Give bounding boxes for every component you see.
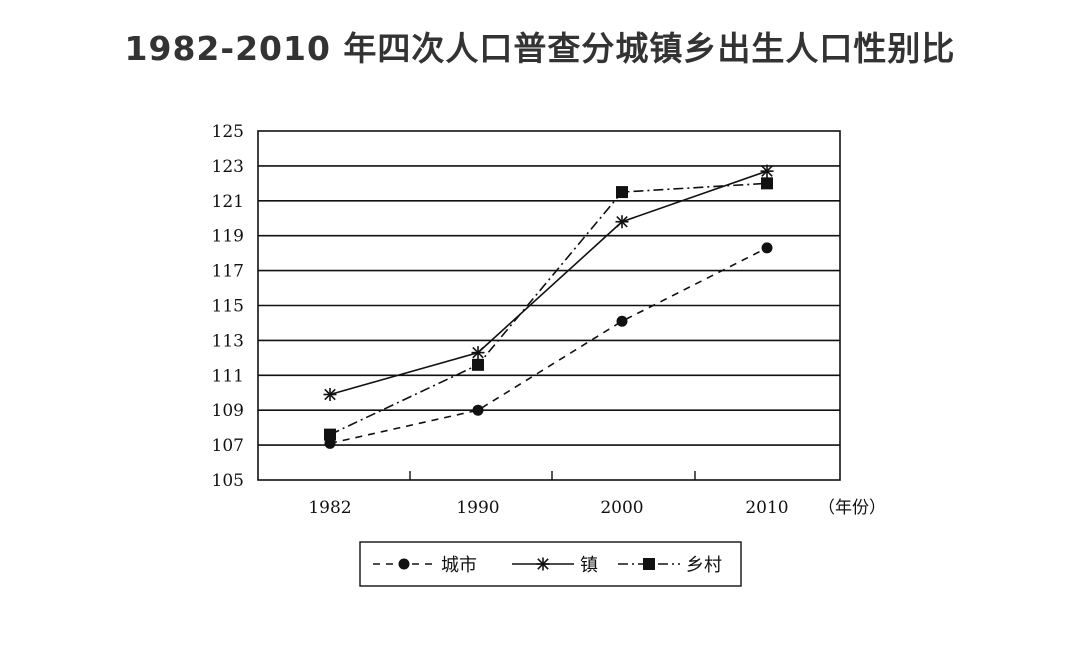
x-tick-label: 1990 (456, 498, 499, 518)
x-tick-label: 2000 (600, 498, 643, 518)
legend-frame (359, 541, 742, 587)
data-point (616, 315, 628, 327)
data-point (761, 242, 773, 254)
legend-item: 城市 (373, 555, 477, 576)
chart-title: 1982-2010 年四次人口普查分城镇乡出生人口性别比 (124, 29, 956, 68)
y-axis-ticks: 105 107 109 111 113 115 117 119 121 123 125 (212, 122, 244, 491)
legend-marker (643, 558, 655, 570)
y-tick-label: 121 (212, 192, 244, 212)
legend-label: 城市 (441, 555, 477, 576)
legend-label: 乡村 (686, 555, 722, 576)
data-point (761, 177, 773, 190)
y-tick-label: 111 (212, 366, 244, 386)
data-point (323, 387, 337, 401)
x-axis-unit: （年份） (818, 498, 886, 518)
series-3 (324, 177, 773, 441)
y-tick-label: 117 (212, 262, 244, 282)
legend-item: 镇 (512, 555, 598, 576)
x-tick-label: 2010 (745, 498, 788, 518)
legend-marker (398, 558, 410, 570)
y-tick-label: 125 (212, 122, 244, 142)
data-point (615, 215, 629, 229)
legend: 城市 镇 乡村 (359, 541, 742, 587)
data-point (471, 346, 485, 360)
y-tick-label: 107 (212, 436, 244, 456)
y-tick-label: 109 (212, 401, 244, 421)
y-tick-label: 115 (212, 297, 244, 317)
x-axis-ticks: 1982 1990 2000 2010 (308, 498, 788, 518)
grid-lines (258, 165, 840, 480)
legend-label: 镇 (580, 555, 598, 576)
y-tick-label: 105 (212, 471, 244, 491)
y-tick-label: 123 (212, 157, 244, 177)
series-line (329, 247, 768, 445)
series-1 (324, 242, 773, 449)
data-point (616, 186, 628, 199)
data-point (760, 164, 774, 178)
series-line (329, 182, 768, 436)
y-tick-label: 119 (212, 227, 244, 247)
legend-marker (536, 557, 550, 571)
data-point (324, 428, 336, 441)
series-line (329, 170, 768, 396)
data-point (472, 404, 484, 416)
plot-frame (257, 130, 841, 481)
series-group (323, 164, 774, 449)
legend-item: 乡村 (618, 555, 722, 576)
series-2 (323, 164, 774, 401)
y-tick-label: 113 (212, 331, 244, 351)
data-point (472, 358, 484, 371)
x-tick-label: 1982 (308, 498, 351, 518)
